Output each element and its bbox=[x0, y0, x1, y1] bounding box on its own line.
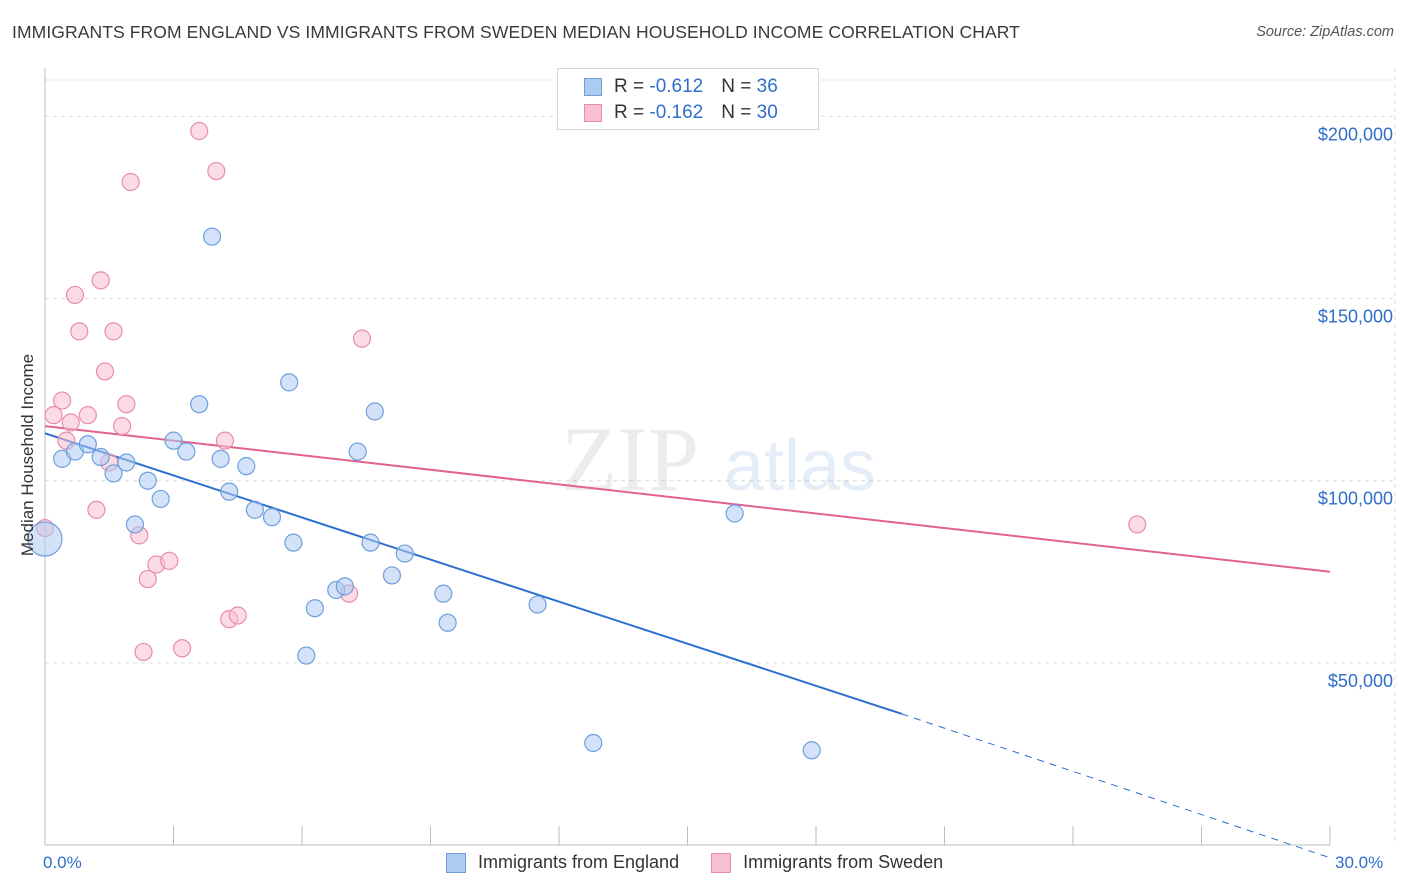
england-point bbox=[434, 584, 453, 603]
legend-n-label: N = bbox=[721, 102, 757, 123]
england-point bbox=[117, 453, 136, 472]
england-point bbox=[245, 500, 264, 519]
sweden-point bbox=[134, 642, 153, 662]
tick-label-layer: $50,000 $100,000 $150,000 $200,000 bbox=[1318, 124, 1393, 690]
legend-n-value: 30 bbox=[756, 102, 778, 123]
england-point bbox=[190, 395, 209, 414]
england-point bbox=[27, 521, 63, 557]
england-point bbox=[361, 533, 380, 552]
england-point bbox=[91, 447, 110, 467]
england-point bbox=[365, 402, 384, 421]
legend-r-label: R = bbox=[614, 76, 650, 97]
england-swatch bbox=[584, 78, 602, 96]
svg-text:ZIP: ZIP bbox=[561, 408, 699, 510]
sweden-point bbox=[53, 391, 72, 410]
sweden-point bbox=[207, 161, 226, 181]
series-name-england: Immigrants from England bbox=[478, 852, 680, 872]
series-legend: Immigrants from England Immigrants from … bbox=[446, 852, 975, 873]
sweden-point bbox=[117, 395, 136, 414]
sweden-trend-line bbox=[44, 425, 1331, 573]
sweden-point bbox=[190, 121, 209, 141]
sweden-point bbox=[215, 431, 234, 450]
sweden-point bbox=[78, 406, 97, 425]
svg-text:atlas: atlas bbox=[724, 426, 876, 506]
england-point bbox=[335, 577, 354, 596]
england-point bbox=[138, 471, 157, 490]
legend-r-label: R = bbox=[614, 102, 650, 123]
england-point bbox=[280, 373, 299, 392]
source-note: Source: ZipAtlas.com bbox=[1256, 24, 1394, 40]
series-name-sweden: Immigrants from Sweden bbox=[743, 852, 944, 872]
series-legend-england: Immigrants from England bbox=[446, 852, 679, 873]
sweden-point bbox=[61, 413, 80, 432]
sweden-point bbox=[160, 551, 179, 570]
england-swatch bbox=[446, 852, 466, 873]
sweden-point bbox=[121, 172, 140, 192]
y-tick-label: $150,000 bbox=[1318, 307, 1393, 327]
sweden-point bbox=[352, 329, 372, 348]
legend-row-sweden: R = -0.162 N = 30 bbox=[584, 101, 778, 125]
england-point bbox=[297, 646, 316, 665]
y-axis-label: Median Household Income bbox=[18, 353, 37, 557]
england-point bbox=[395, 544, 414, 563]
england-point bbox=[104, 464, 123, 483]
sweden-swatch bbox=[711, 852, 732, 873]
grid-layer bbox=[45, 68, 1396, 845]
england-point bbox=[438, 613, 457, 632]
y-tick-label: $100,000 bbox=[1318, 489, 1393, 509]
trend-layer bbox=[44, 425, 1331, 859]
england-point bbox=[528, 595, 547, 614]
sweden-point bbox=[91, 271, 110, 290]
england-point bbox=[348, 442, 367, 461]
england-point bbox=[202, 227, 222, 246]
series-legend-sweden: Immigrants from Sweden bbox=[711, 852, 943, 873]
y-tick-label: $50,000 bbox=[1328, 671, 1393, 691]
axis-layer bbox=[44, 68, 1331, 846]
england-point bbox=[125, 515, 145, 534]
chart-title: IMMIGRANTS FROM ENGLAND VS IMMIGRANTS FR… bbox=[12, 22, 1020, 42]
sweden-point bbox=[65, 285, 85, 305]
y-tick-label: $200,000 bbox=[1318, 124, 1393, 144]
england-point bbox=[78, 435, 97, 454]
sweden-point bbox=[44, 406, 63, 425]
sweden-point bbox=[172, 639, 192, 658]
point-layer bbox=[27, 121, 1147, 760]
sweden-point bbox=[228, 606, 247, 625]
zip-atlas-watermark: ZIP atlas bbox=[561, 408, 876, 510]
sweden-point bbox=[1128, 515, 1147, 534]
england-point bbox=[284, 533, 303, 552]
england-point bbox=[151, 489, 170, 509]
england-trend-line bbox=[44, 432, 902, 715]
x-tick-label-min: 0.0% bbox=[43, 853, 82, 872]
england-point bbox=[725, 504, 744, 523]
correlation-legend: R = -0.612 N = 36 R = -0.162 N = 30 bbox=[557, 68, 819, 130]
sweden-point bbox=[95, 362, 115, 381]
sweden-point bbox=[112, 416, 132, 436]
england-point bbox=[177, 442, 196, 461]
legend-row-england: R = -0.612 N = 36 bbox=[584, 75, 778, 99]
x-tick-label-max: 30.0% bbox=[1335, 853, 1384, 872]
england-trend-extrapolation bbox=[901, 713, 1331, 859]
legend-n-label: N = bbox=[721, 76, 757, 97]
sweden-point bbox=[104, 322, 123, 341]
sweden-point bbox=[138, 569, 157, 589]
england-point bbox=[802, 741, 821, 760]
england-point bbox=[382, 566, 402, 585]
england-point bbox=[220, 482, 239, 501]
sweden-swatch bbox=[584, 104, 602, 122]
england-point bbox=[305, 599, 324, 618]
sweden-point bbox=[87, 500, 106, 519]
legend-r-value: -0.162 bbox=[649, 102, 704, 123]
england-point bbox=[237, 457, 256, 476]
england-point bbox=[211, 449, 230, 468]
england-point bbox=[584, 733, 603, 753]
england-point bbox=[262, 508, 282, 527]
sweden-point bbox=[70, 322, 89, 341]
legend-r-value: -0.612 bbox=[649, 76, 704, 97]
england-point bbox=[164, 431, 183, 450]
legend-n-value: 36 bbox=[756, 76, 778, 97]
